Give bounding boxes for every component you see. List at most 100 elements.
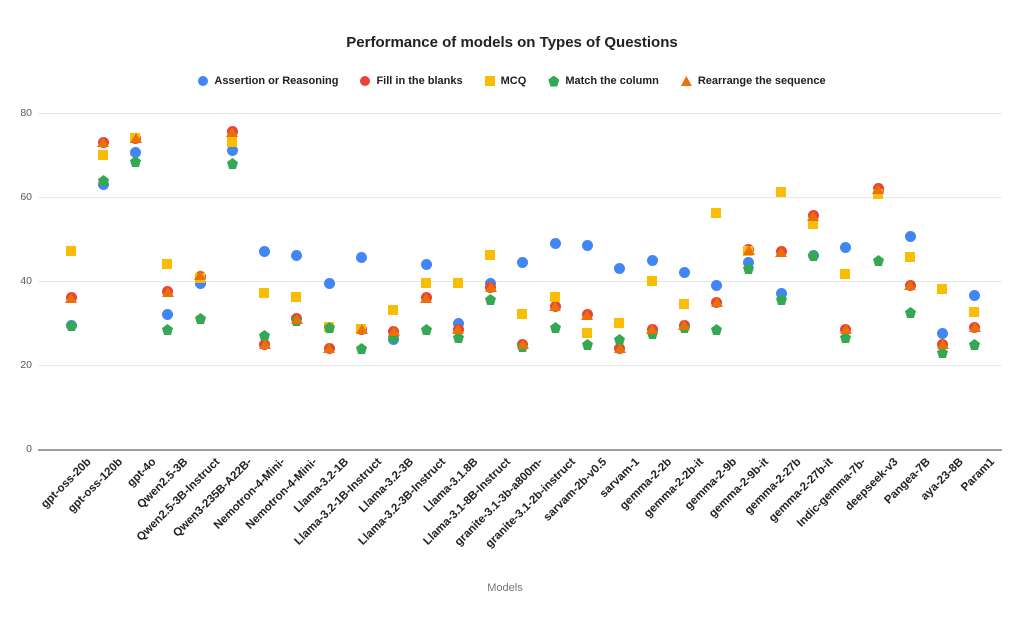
circle-legend-icon xyxy=(360,76,371,86)
data-point xyxy=(776,187,786,197)
data-point xyxy=(711,297,723,307)
data-point xyxy=(162,324,173,335)
data-point xyxy=(130,133,142,143)
y-tick-label-0: 0 xyxy=(26,443,32,455)
data-point xyxy=(291,292,301,302)
data-point xyxy=(420,293,432,303)
circle-legend-icon xyxy=(198,76,209,86)
legend-item-assertion-or-reasoning[interactable]: Assertion or Reasoning xyxy=(198,75,338,87)
data-point xyxy=(550,238,561,249)
data-point xyxy=(904,280,916,290)
data-point xyxy=(550,322,561,333)
triangle-legend-icon xyxy=(680,76,692,86)
data-point xyxy=(937,284,947,294)
data-point xyxy=(98,175,109,186)
data-point xyxy=(388,332,399,343)
data-point xyxy=(66,320,77,331)
data-point xyxy=(517,339,529,349)
chart-title: Performance of models on Types of Questi… xyxy=(346,34,678,51)
data-point xyxy=(711,208,721,218)
data-point xyxy=(259,330,270,341)
data-point xyxy=(969,307,979,317)
chart-legend: Assertion or Reasoning Fill in the blanks… xyxy=(0,71,1024,91)
data-point xyxy=(647,276,657,286)
data-point xyxy=(614,318,624,328)
data-point xyxy=(356,324,368,334)
data-point xyxy=(840,324,852,334)
data-point xyxy=(582,240,593,251)
data-point xyxy=(582,328,592,338)
data-point xyxy=(679,299,689,309)
data-point xyxy=(808,219,818,229)
data-point xyxy=(227,158,238,169)
data-point xyxy=(646,324,658,334)
data-point xyxy=(872,184,884,194)
data-point xyxy=(807,211,819,221)
data-point xyxy=(582,339,593,350)
data-point xyxy=(291,250,302,261)
square-legend-icon xyxy=(484,76,495,86)
gridline-y-60 xyxy=(38,197,1002,198)
data-point xyxy=(873,255,884,266)
data-point xyxy=(452,324,464,334)
data-point xyxy=(259,288,269,298)
legend-label: Assertion or Reasoning xyxy=(214,75,339,87)
data-point xyxy=(227,145,238,156)
legend-item-match-the-column[interactable]: Match the column xyxy=(548,75,659,87)
data-point xyxy=(517,309,527,319)
data-point xyxy=(356,252,367,263)
y-tick-label-60: 60 xyxy=(20,191,32,203)
data-point xyxy=(195,278,206,289)
x-axis-label: Param1 xyxy=(959,456,998,494)
data-point xyxy=(162,287,174,297)
data-point xyxy=(614,334,625,345)
data-point xyxy=(776,294,787,305)
data-point xyxy=(162,259,172,269)
data-point xyxy=(679,267,690,278)
data-point xyxy=(549,301,561,311)
data-point xyxy=(485,250,495,260)
legend-item-mcq[interactable]: MCQ xyxy=(484,75,527,87)
y-tick-label-80: 80 xyxy=(20,107,32,119)
data-point xyxy=(775,247,787,257)
pentagon-legend-icon xyxy=(548,75,560,87)
legend-label: MCQ xyxy=(500,75,527,87)
data-point xyxy=(840,269,850,279)
gridline-y-80 xyxy=(38,113,1002,114)
legend-label: Match the column xyxy=(565,75,659,87)
data-point xyxy=(905,307,916,318)
data-point xyxy=(98,150,108,160)
data-point xyxy=(323,343,335,353)
data-point xyxy=(937,347,948,358)
data-point xyxy=(259,246,270,257)
data-point xyxy=(227,137,237,147)
data-point xyxy=(388,326,400,336)
data-point xyxy=(65,293,77,303)
legend-item-fill-in-the-blanks[interactable]: Fill in the blanks xyxy=(360,75,463,87)
data-point xyxy=(937,339,949,349)
data-point xyxy=(743,245,755,255)
data-point xyxy=(873,189,883,199)
data-point xyxy=(388,305,398,315)
data-point xyxy=(905,252,915,262)
data-point xyxy=(711,280,722,291)
data-point xyxy=(130,156,141,167)
data-point xyxy=(905,231,916,242)
legend-label: Fill in the blanks xyxy=(376,75,463,87)
data-point xyxy=(614,343,626,353)
data-point xyxy=(356,343,367,354)
y-tick-label-20: 20 xyxy=(20,359,32,371)
data-point xyxy=(97,137,109,147)
data-point xyxy=(711,324,722,335)
data-point xyxy=(130,147,141,158)
gridline-y-20 xyxy=(38,365,1002,366)
legend-item-rearrange-the-sequence[interactable]: Rearrange the sequence xyxy=(680,75,826,87)
data-point xyxy=(453,278,463,288)
data-point xyxy=(66,246,76,256)
data-point xyxy=(485,294,496,305)
data-point xyxy=(162,309,173,320)
data-point xyxy=(840,242,851,253)
data-point xyxy=(453,318,464,329)
data-point xyxy=(485,282,497,292)
